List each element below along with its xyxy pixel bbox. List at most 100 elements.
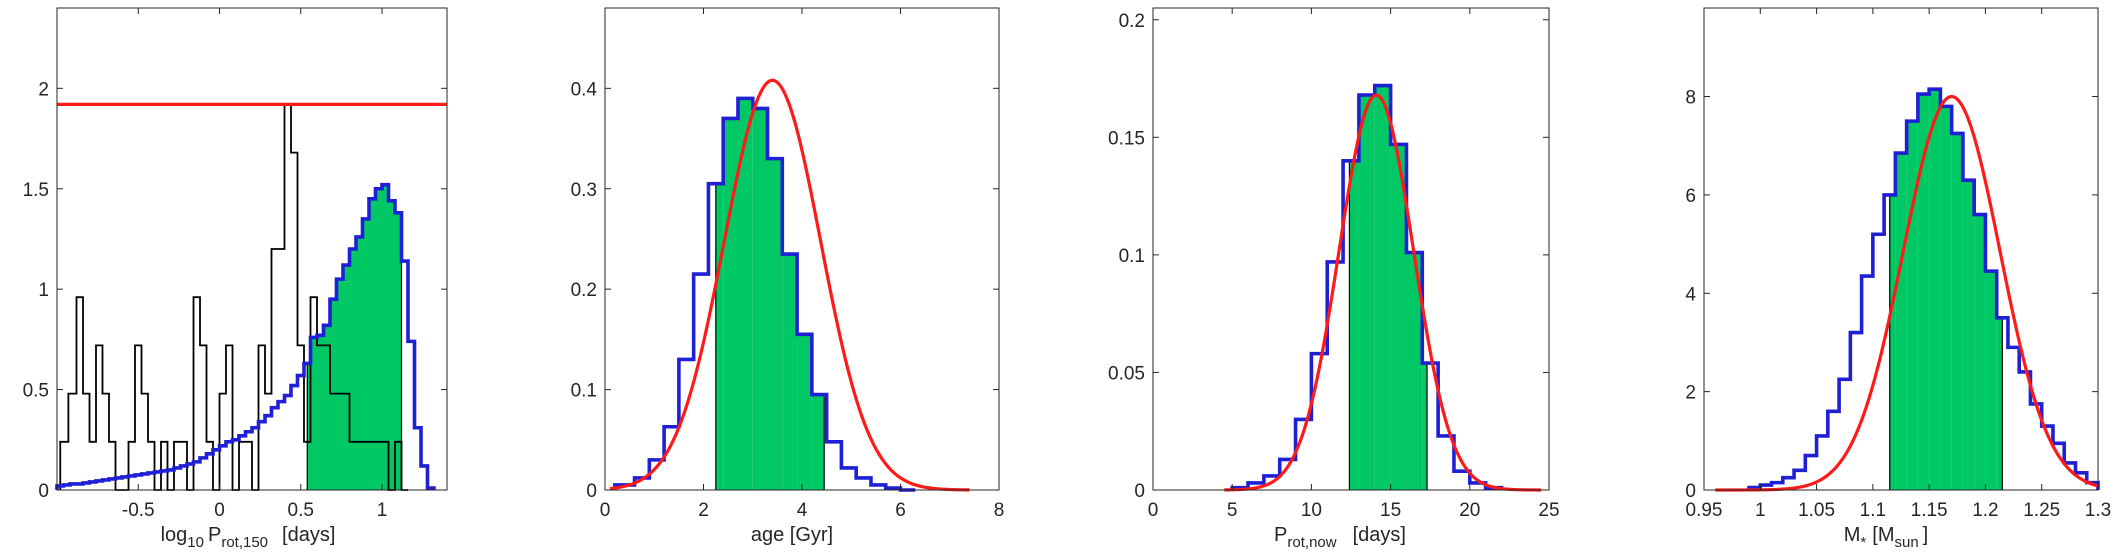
panel-prot-now: 0 5 10 15 20 25 0 0.05 0.1 0.15 0.2 Prot,now [days] <box>1108 7 1560 551</box>
xtick-label-p3-4: 20 <box>1459 500 1480 521</box>
xlabel-p1-subrot: rot,150 <box>221 534 268 551</box>
ytick-label-p2-0: 0 <box>586 481 597 502</box>
ticks-p1: -0.5 0 0.5 1 0 0.5 1 1.5 2 <box>23 8 447 521</box>
xtick-label-p4-4: 1.15 <box>1911 500 1948 521</box>
ytick-label-p4-2: 4 <box>1685 284 1696 305</box>
green-bar-p4-22 <box>1996 317 2003 490</box>
xlabel-p4-mid: [M <box>1872 524 1894 546</box>
ytick-label-p3-3: 0.15 <box>1108 128 1145 149</box>
plot-area-p3 <box>1224 83 1542 492</box>
green-bar-p3-8 <box>1358 94 1375 491</box>
ytick-label-p4-4: 8 <box>1685 88 1696 109</box>
ytick-label-p4-3: 6 <box>1685 186 1696 207</box>
panel-age: 0 2 4 6 8 0 0.1 0.2 0.3 0.4 age [Gyr] <box>571 7 1004 546</box>
ytick-label-p3-2: 0.1 <box>1119 246 1145 267</box>
green-bar-p1-38 <box>307 363 311 490</box>
xlabel-p3-unit: [days] <box>1353 524 1406 546</box>
xlabel-p1-log: log <box>161 524 188 546</box>
green-fill-p2 <box>715 98 825 491</box>
green-bar-p4-16 <box>1929 89 1941 490</box>
green-bar-p1-39 <box>310 337 317 490</box>
green-bar-p2-11 <box>782 254 798 490</box>
blue-histogram-p3 <box>1230 83 1504 490</box>
green-bar-p1-47 <box>362 218 369 490</box>
green-bar-p1-49 <box>375 188 382 490</box>
xtick-label-p1-3: 1 <box>377 500 388 521</box>
green-bar-p2-9 <box>752 108 768 491</box>
green-bar-p3-7 <box>1349 160 1359 490</box>
ytick-label-p1-0: 0 <box>38 481 49 502</box>
green-bar-p1-40 <box>317 335 324 490</box>
green-bar-p4-17 <box>1940 106 1952 491</box>
ytick-label-p2-2: 0.2 <box>571 280 597 301</box>
ytick-label-p3-0: 0 <box>1134 481 1145 502</box>
xtick-label-p1-1: 0 <box>214 500 225 521</box>
green-bar-p1-44 <box>343 265 350 490</box>
xlabel-p1-sub10: 10 <box>187 534 204 551</box>
xtick-label-p4-7: 1.3 <box>2085 500 2111 521</box>
green-fill-p1 <box>306 184 403 491</box>
xlabel-p2: age [Gyr] <box>751 524 833 546</box>
xlabel-p4-sub: * <box>1860 534 1866 551</box>
green-bar-p1-45 <box>349 249 356 490</box>
xlabel-p4-m: M <box>1844 524 1861 546</box>
xlabel-p1: log10 Prot,150 [days] <box>161 524 336 551</box>
panel-log-prot150: -0.5 0 0.5 10 0.5 1 1.5 2 log10 Prot,150 [days] <box>23 7 448 551</box>
xtick-label-p2-1: 2 <box>698 500 709 521</box>
blue-histogram-p2 <box>613 96 916 492</box>
xtick-label-p4-5: 1.2 <box>1972 500 1998 521</box>
green-bar-p3-11 <box>1406 252 1423 490</box>
green-bar-p1-50 <box>382 184 389 490</box>
green-fill-p3 <box>1348 85 1428 491</box>
ticks-p4: 0.95 1 1.05 1.1 1.15 1.2 1.25 1.3 0 2 4 6 8 <box>1685 8 2111 521</box>
xtick-label-p3-1: 5 <box>1227 500 1238 521</box>
green-bar-p4-12 <box>1889 194 1896 491</box>
green-bar-p1-43 <box>336 279 343 490</box>
xtick-label-p3-2: 10 <box>1301 500 1322 521</box>
ytick-label-p3-4: 0.2 <box>1119 11 1145 32</box>
axes-frame-p1 <box>56 7 448 491</box>
ytick-label-p4-1: 2 <box>1685 383 1696 404</box>
green-bar-p4-13 <box>1895 153 1907 490</box>
ytick-label-p4-0: 0 <box>1685 481 1696 502</box>
green-bar-p4-20 <box>1974 214 1986 491</box>
axes-frame-p3 <box>1152 7 1550 491</box>
xtick-label-p1-0: -0.5 <box>122 500 155 521</box>
ticks-p2: 0 2 4 6 8 0 0.1 0.2 0.3 0.4 <box>571 8 1004 521</box>
green-bar-p4-21 <box>1985 271 1997 490</box>
green-bar-p3-10 <box>1390 144 1407 490</box>
green-bar-p1-51 <box>388 200 395 491</box>
xlabel-p4-subsun: sun <box>1894 534 1918 551</box>
green-bar-p4-18 <box>1951 133 1963 490</box>
ytick-label-p1-4: 2 <box>38 79 49 100</box>
green-bar-p4-14 <box>1906 121 1918 491</box>
red-fit-curve-p3 <box>1224 93 1542 492</box>
ytick-label-p2-1: 0.1 <box>571 381 597 402</box>
red-fit-curve-p4 <box>1715 94 2099 492</box>
xlabel-p1-p: P <box>208 524 221 546</box>
xtick-label-p2-3: 6 <box>895 500 906 521</box>
red-fit-curve-p2 <box>609 78 970 492</box>
ytick-label-p1-1: 0.5 <box>23 381 49 402</box>
xtick-label-p1-2: 0.5 <box>288 500 314 521</box>
xtick-label-p4-6: 1.25 <box>2023 500 2060 521</box>
green-bar-p2-6 <box>715 183 724 490</box>
xtick-label-p3-5: 25 <box>1538 500 1559 521</box>
green-bar-p2-8 <box>737 98 753 490</box>
ytick-label-p2-4: 0.4 <box>571 79 598 100</box>
blue-histogram-p1 <box>55 182 436 490</box>
ytick-label-p2-3: 0.3 <box>571 180 597 201</box>
xtick-label-p3-0: 0 <box>1148 500 1159 521</box>
blue-histogram-p4 <box>1747 87 2100 490</box>
green-bar-p1-46 <box>356 236 363 490</box>
ytick-label-p1-3: 1.5 <box>23 180 49 201</box>
xlabel-p4: M* [Msun] <box>1844 524 1928 551</box>
axes-frame-p4 <box>1703 7 2099 491</box>
xtick-label-p3-3: 15 <box>1380 500 1401 521</box>
xtick-label-p2-0: 0 <box>600 500 611 521</box>
green-bar-p2-13 <box>811 394 825 490</box>
xlabel-p3-sub: rot,now <box>1287 534 1336 551</box>
ytick-label-p3-1: 0.05 <box>1108 363 1145 384</box>
plot-area-p1 <box>55 102 447 491</box>
